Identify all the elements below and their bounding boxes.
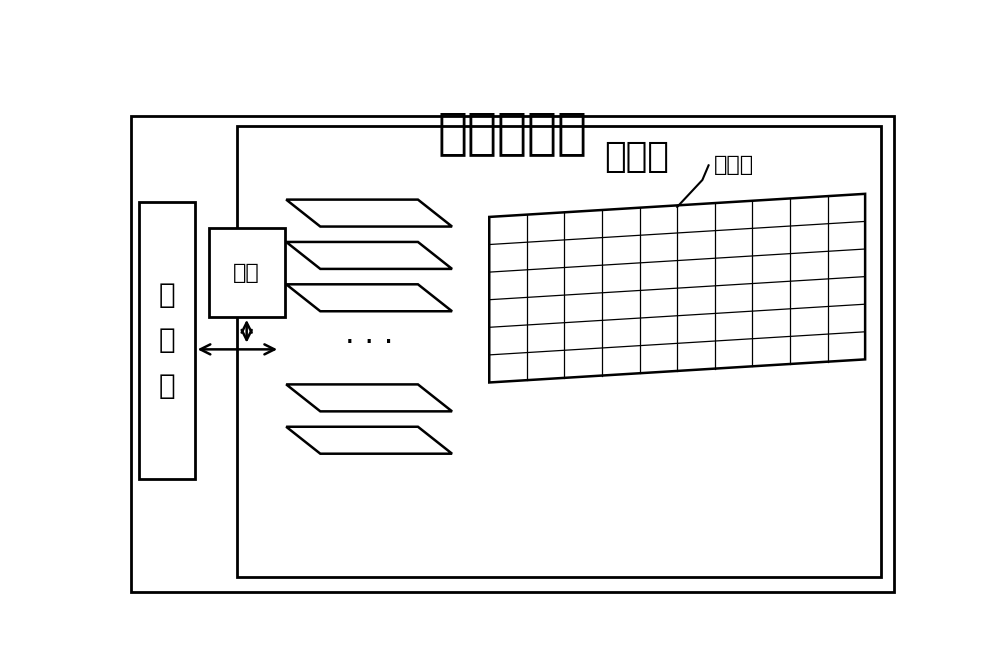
Bar [139, 202, 195, 478]
Text: 固态存储器: 固态存储器 [438, 109, 588, 157]
Text: 存储块: 存储块 [349, 203, 389, 223]
Text: 数据页: 数据页 [714, 155, 754, 175]
Text: 存储块: 存储块 [349, 430, 389, 450]
Polygon shape [489, 194, 865, 382]
Polygon shape [286, 200, 452, 226]
Bar [237, 126, 881, 577]
Text: 存储块: 存储块 [349, 288, 389, 308]
Polygon shape [286, 384, 452, 411]
Polygon shape [286, 242, 452, 269]
Polygon shape [286, 284, 452, 311]
Text: 存储块: 存储块 [349, 245, 389, 265]
Bar [209, 228, 285, 317]
Polygon shape [286, 427, 452, 454]
Text: · · ·: · · · [345, 329, 393, 358]
Text: 内存: 内存 [233, 263, 260, 283]
Text: 存储块: 存储块 [349, 388, 389, 408]
Text: 控
制
器: 控 制 器 [159, 280, 175, 400]
Text: 存储器: 存储器 [604, 140, 669, 174]
